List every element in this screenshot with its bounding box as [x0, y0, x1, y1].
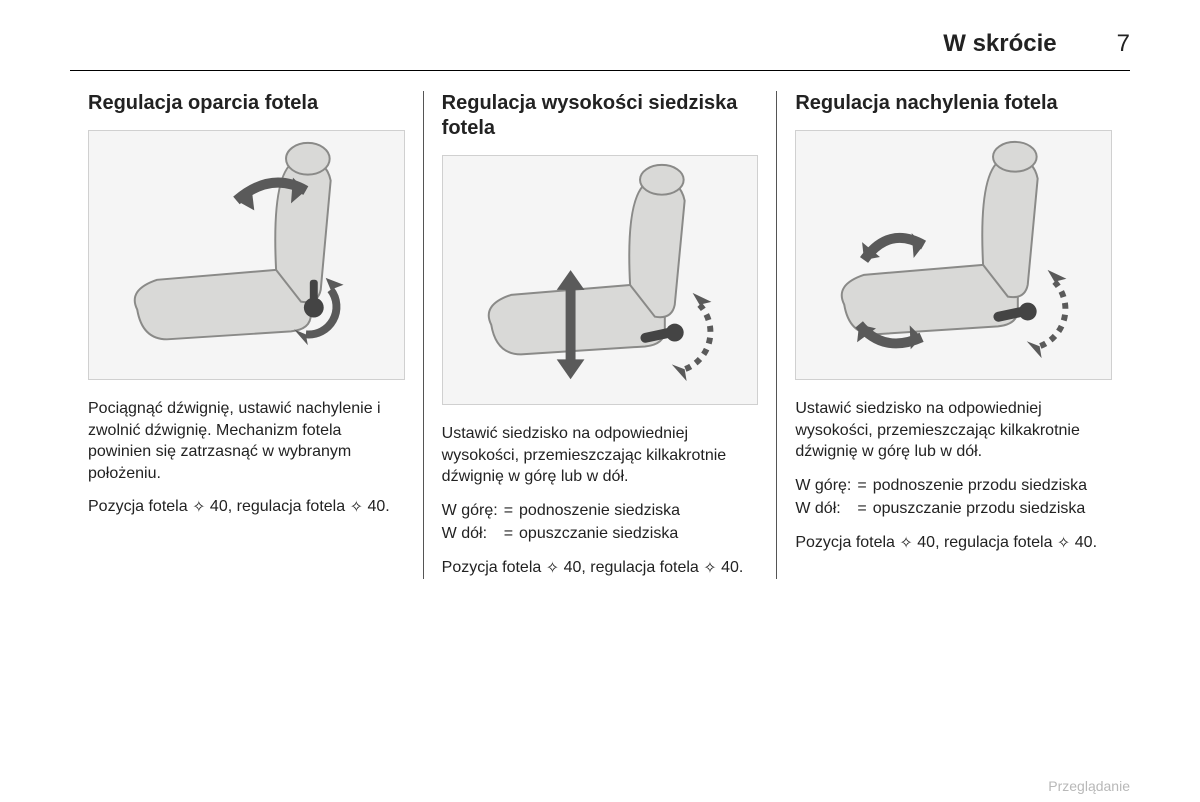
column-height: Regulacja wysokości siedziska fotela: [423, 91, 777, 579]
cross-reference: Pozycja fotela ✧ 40, regulacja fotela ✧ …: [88, 496, 405, 518]
def-eq: =: [857, 498, 866, 520]
seat-backrest-icon: [89, 131, 404, 379]
header-section-title: W skrócie: [943, 30, 1056, 58]
paragraph: Ustawić siedzisko na odpowiedniej wysoko…: [795, 398, 1112, 463]
header-page-number: 7: [1117, 30, 1130, 58]
ref-text: Pozycja fotela: [442, 559, 546, 576]
def-value: opuszczanie siedziska: [519, 523, 758, 545]
ref-text: , regulacja fotela: [228, 498, 350, 515]
ref-page: 40: [917, 534, 935, 551]
page-ref-icon: ✧: [1057, 533, 1070, 555]
ref-page: 40: [210, 498, 228, 515]
paragraph: Ustawić siedzisko na odpowiedniej wysoko…: [442, 423, 759, 488]
page-ref-icon: ✧: [350, 497, 363, 519]
def-value: opuszczanie przodu siedziska: [873, 498, 1112, 520]
def-eq: =: [504, 523, 513, 545]
def-value: podnoszenie przodu siedziska: [873, 475, 1112, 497]
column-backrest: Regulacja oparcia fotela: [70, 91, 423, 579]
paragraph: Pociągnąć dźwignię, ustawić nachylenie i…: [88, 398, 405, 484]
column-tilt: Regulacja nachylenia fotela: [776, 91, 1130, 579]
definition-list: W górę: = podnoszenie przodu siedziska W…: [795, 475, 1112, 520]
page-ref-icon: ✧: [546, 558, 559, 580]
seat-height-icon: [443, 156, 758, 404]
ref-page: 40: [367, 498, 385, 515]
heading-tilt: Regulacja nachylenia fotela: [795, 91, 1112, 116]
def-label: W górę:: [795, 475, 851, 497]
cross-reference: Pozycja fotela ✧ 40, regulacja fotela ✧ …: [442, 557, 759, 579]
page-header: W skrócie 7: [70, 30, 1130, 71]
ref-page: 40: [1075, 534, 1093, 551]
definition-list: W górę: = podnoszenie siedziska W dół: =…: [442, 500, 759, 545]
def-eq: =: [857, 475, 866, 497]
page-ref-icon: ✧: [192, 497, 205, 519]
content-columns: Regulacja oparcia fotela: [70, 91, 1130, 579]
ref-text: , regulacja fotela: [935, 534, 1057, 551]
footer-label: Przeglądanie: [1048, 778, 1130, 794]
ref-text: , regulacja fotela: [581, 559, 703, 576]
ref-text: .: [1093, 534, 1097, 551]
ref-text: .: [385, 498, 389, 515]
figure-backrest: [88, 130, 405, 380]
def-label: W dół:: [795, 498, 851, 520]
def-label: W górę:: [442, 500, 498, 522]
figure-height: [442, 155, 759, 405]
heading-height: Regulacja wysokości siedziska fotela: [442, 91, 759, 141]
cross-reference: Pozycja fotela ✧ 40, regulacja fotela ✧ …: [795, 532, 1112, 554]
figure-tilt: [795, 130, 1112, 380]
def-value: podnoszenie siedziska: [519, 500, 758, 522]
ref-text: Pozycja fotela: [795, 534, 899, 551]
ref-page: 40: [564, 559, 582, 576]
def-eq: =: [504, 500, 513, 522]
ref-text: Pozycja fotela: [88, 498, 192, 515]
def-label: W dół:: [442, 523, 498, 545]
seat-tilt-icon: [796, 131, 1111, 379]
page-ref-icon: ✧: [899, 533, 912, 555]
ref-text: .: [739, 559, 743, 576]
heading-backrest: Regulacja oparcia fotela: [88, 91, 405, 116]
ref-page: 40: [721, 559, 739, 576]
page-ref-icon: ✧: [703, 558, 716, 580]
